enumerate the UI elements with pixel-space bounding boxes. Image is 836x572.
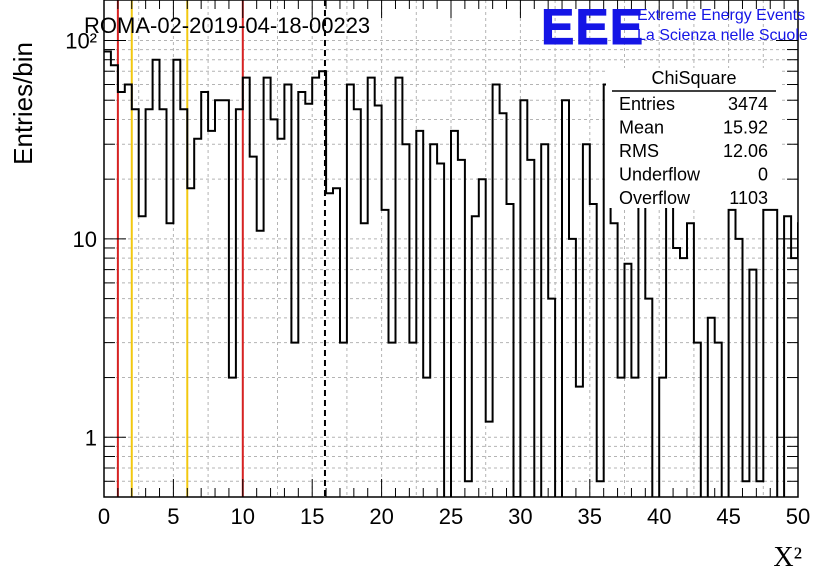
x-tick-label: 50 bbox=[786, 504, 810, 529]
x-tick-label: 30 bbox=[508, 504, 532, 529]
stats-value: 0 bbox=[758, 165, 768, 185]
vertical-marker-lines bbox=[116, 0, 326, 497]
stats-label: Entries bbox=[619, 94, 675, 114]
y-tick-label: 1 bbox=[85, 425, 97, 450]
logo-mark: EEE bbox=[541, 0, 644, 55]
logo-line-2: La Scienza nelle Scuole bbox=[637, 27, 808, 44]
y-tick-label: 10 bbox=[73, 227, 97, 252]
histogram-line bbox=[104, 50, 798, 497]
plot-frame bbox=[103, 0, 799, 498]
x-tick-label: 10 bbox=[231, 504, 255, 529]
run-title: ROMA-02-2019-04-18-00223 bbox=[84, 13, 370, 38]
x-tick-label: 15 bbox=[300, 504, 324, 529]
stats-value: 12.06 bbox=[723, 141, 768, 161]
stats-value: 15.92 bbox=[723, 118, 768, 138]
x-tick-label: 0 bbox=[98, 504, 110, 529]
stats-label: Mean bbox=[619, 118, 664, 138]
y-tick-label: 10² bbox=[65, 28, 97, 53]
x-tick-labels: 0 5 10 15 20 25 30 35 40 45 50 bbox=[98, 504, 810, 529]
stats-box: ChiSquare Entries 3474 Mean 15.92 RMS 12.06 Un… bbox=[606, 68, 782, 208]
logo-line-1: Extreme Energy Events bbox=[637, 7, 805, 24]
x-tick-label: 5 bbox=[167, 504, 179, 529]
stats-label: RMS bbox=[619, 141, 659, 161]
stats-value: 3474 bbox=[728, 94, 768, 114]
x-tick-label: 45 bbox=[716, 504, 740, 529]
stats-rows: Entries 3474 Mean 15.92 RMS 12.06 Underflow 0 Ov… bbox=[619, 94, 768, 208]
stats-label: Underflow bbox=[619, 165, 701, 185]
x-tick-label: 20 bbox=[369, 504, 393, 529]
y-axis-title: Entries/bin bbox=[8, 42, 38, 165]
x-tick-label: 25 bbox=[439, 504, 463, 529]
y-tick-labels: 1 10 10² bbox=[65, 28, 97, 450]
stats-title: ChiSquare bbox=[651, 68, 736, 88]
stats-value: 1103 bbox=[729, 188, 768, 208]
x-tick-label: 35 bbox=[578, 504, 602, 529]
x-tick-label: 40 bbox=[647, 504, 671, 529]
x-axis-title: X² bbox=[773, 542, 802, 572]
stats-label: Overflow bbox=[619, 188, 691, 208]
eee-logo: EEE Extreme Energy Events La Scienza nel… bbox=[541, 0, 808, 56]
